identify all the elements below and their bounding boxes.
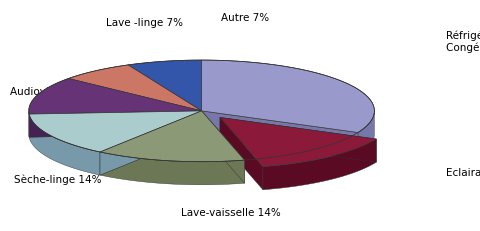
Polygon shape xyxy=(29,79,202,114)
Polygon shape xyxy=(100,111,202,175)
Text: Sèche-linge 14%: Sèche-linge 14% xyxy=(14,175,102,185)
Polygon shape xyxy=(358,112,374,156)
Polygon shape xyxy=(100,111,245,162)
Polygon shape xyxy=(29,114,100,175)
Polygon shape xyxy=(220,117,376,162)
Polygon shape xyxy=(202,111,358,156)
Polygon shape xyxy=(69,65,202,111)
Polygon shape xyxy=(128,60,202,111)
Polygon shape xyxy=(29,111,202,137)
Polygon shape xyxy=(220,117,376,167)
Polygon shape xyxy=(100,111,202,175)
Polygon shape xyxy=(263,139,376,190)
Polygon shape xyxy=(202,111,245,183)
Text: Réfrigérateur-
Congélateur 32%: Réfrigérateur- Congélateur 32% xyxy=(446,30,480,53)
Text: Lave -linge 7%: Lave -linge 7% xyxy=(106,18,182,28)
Polygon shape xyxy=(220,117,263,190)
Text: Eclairage 14%: Eclairage 14% xyxy=(446,168,480,178)
Text: Lave-vaisselle 14%: Lave-vaisselle 14% xyxy=(180,207,280,218)
Polygon shape xyxy=(202,60,374,133)
Text: Autre 7%: Autre 7% xyxy=(221,13,269,24)
Polygon shape xyxy=(29,111,202,137)
Text: Audiovisuel 12%: Audiovisuel 12% xyxy=(10,87,96,97)
Polygon shape xyxy=(29,111,202,152)
Polygon shape xyxy=(100,152,245,185)
